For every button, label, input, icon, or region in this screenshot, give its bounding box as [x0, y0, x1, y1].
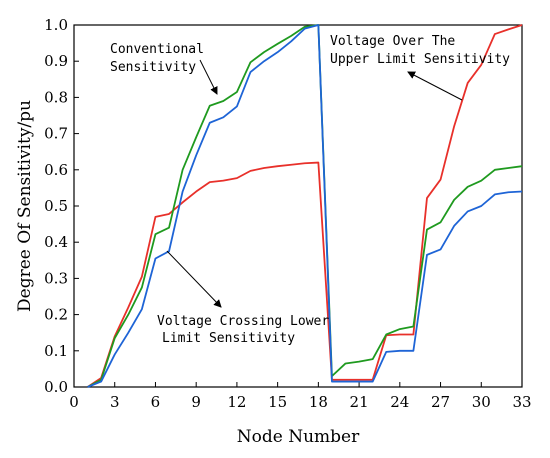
annotation-upper-arrow [407, 71, 463, 101]
series-line-2 [87, 24, 523, 388]
series-line-3 [87, 24, 523, 388]
annotation-upper-line2: Upper Limit Sensitivity [330, 52, 510, 67]
x-tick-label: 9 [191, 393, 201, 411]
plot-frame [73, 24, 523, 388]
x-tick-label: 21 [350, 393, 369, 411]
x-tick-label: 3 [110, 393, 120, 411]
x-tick-label: 12 [227, 393, 246, 411]
x-tick-label: 30 [472, 393, 491, 411]
annotation-lower-arrow [166, 250, 222, 308]
series-line-1 [87, 24, 523, 388]
y-tick-label: 1.0 [44, 16, 68, 34]
x-axis-ticks: 0 3 6 9 12 15 18 21 24 27 30 33 [69, 382, 532, 411]
annotation-conventional-line1: Conventional [110, 42, 204, 57]
y-tick-label: 0.1 [44, 342, 68, 360]
x-axis-title: Node Number [237, 427, 360, 447]
annotation-conventional-arrow [199, 59, 218, 95]
x-tick-label: 15 [268, 393, 287, 411]
y-tick-label: 0.9 [44, 52, 68, 70]
annotation-lower-line2: Limit Sensitivity [162, 331, 295, 346]
y-tick-label: 0.7 [44, 125, 68, 143]
annotation-lower: Voltage Crossing Lower Limit Sensitivity [157, 250, 329, 346]
annotation-conventional: Conventional Sensitivity [110, 42, 218, 95]
x-tick-label: 27 [431, 393, 450, 411]
x-tick-label: 24 [390, 393, 409, 411]
x-tick-label: 33 [512, 393, 531, 411]
annotation-upper: Voltage Over The Upper Limit Sensitivity [330, 34, 510, 101]
y-axis-ticks: 0.0 0.1 0.2 0.3 0.4 0.5 0.6 0.7 0.8 0.9 1.0 [44, 16, 79, 396]
y-tick-label: 0.6 [44, 161, 68, 179]
y-tick-label: 0.5 [44, 197, 68, 215]
y-axis-title: Degree Of Sensitivity/pu [15, 100, 35, 312]
annotation-upper-line1: Voltage Over The [330, 34, 455, 49]
y-tick-label: 0.8 [44, 88, 68, 106]
y-tick-label: 0.2 [44, 306, 68, 324]
annotation-conventional-line2: Sensitivity [110, 60, 196, 75]
x-tick-label: 0 [69, 393, 79, 411]
x-tick-label: 6 [151, 393, 161, 411]
y-tick-label: 0.4 [44, 233, 68, 251]
series-group [87, 24, 523, 388]
annotation-lower-line1: Voltage Crossing Lower [157, 314, 329, 329]
x-tick-label: 18 [309, 393, 328, 411]
y-tick-label: 0.0 [44, 378, 68, 396]
y-tick-label: 0.3 [44, 269, 68, 287]
